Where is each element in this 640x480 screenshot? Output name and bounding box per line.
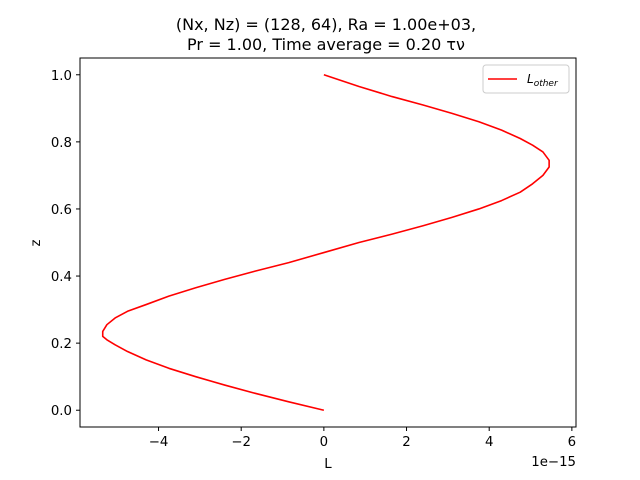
y-tick-label: 0.6: [51, 203, 72, 218]
y-axis-label: z: [29, 239, 44, 246]
x-tick-label: 6: [568, 435, 576, 450]
legend-label-sub: other: [534, 79, 559, 89]
y-tick-label: 0.8: [51, 136, 72, 151]
legend-box: [482, 64, 570, 94]
y-tick-label: 0.2: [51, 337, 72, 352]
x-offset-label: 1e−15: [531, 455, 576, 470]
x-axis-ticks: −4 −2 0 2 4 6: [149, 427, 576, 450]
y-axis-ticks: 0.0 0.2 0.4 0.6 0.8 1.0: [51, 69, 80, 419]
y-tick-label: 0.4: [51, 270, 72, 285]
chart-title-line-2: Pr = 1.00, Time average = 0.20 τν: [187, 35, 465, 54]
x-axis-label: L: [324, 457, 332, 472]
series-line-l-other: [101, 74, 550, 412]
legend-label: Lother: [527, 72, 559, 89]
x-tick-label: −4: [149, 435, 169, 450]
legend-label-main: L: [527, 72, 534, 86]
legend: Lother: [482, 64, 570, 94]
x-tick-label: −2: [231, 435, 251, 450]
chart-title-line-1: (Nx, Nz) = (128, 64), Ra = 1.00e+03,: [176, 15, 476, 34]
x-tick-label: 0: [320, 435, 328, 450]
x-tick-label: 4: [485, 435, 493, 450]
y-tick-label: 1.0: [51, 69, 72, 84]
plot-area: [79, 57, 577, 428]
y-tick-label: 0.0: [51, 404, 72, 419]
x-tick-label: 2: [402, 435, 410, 450]
